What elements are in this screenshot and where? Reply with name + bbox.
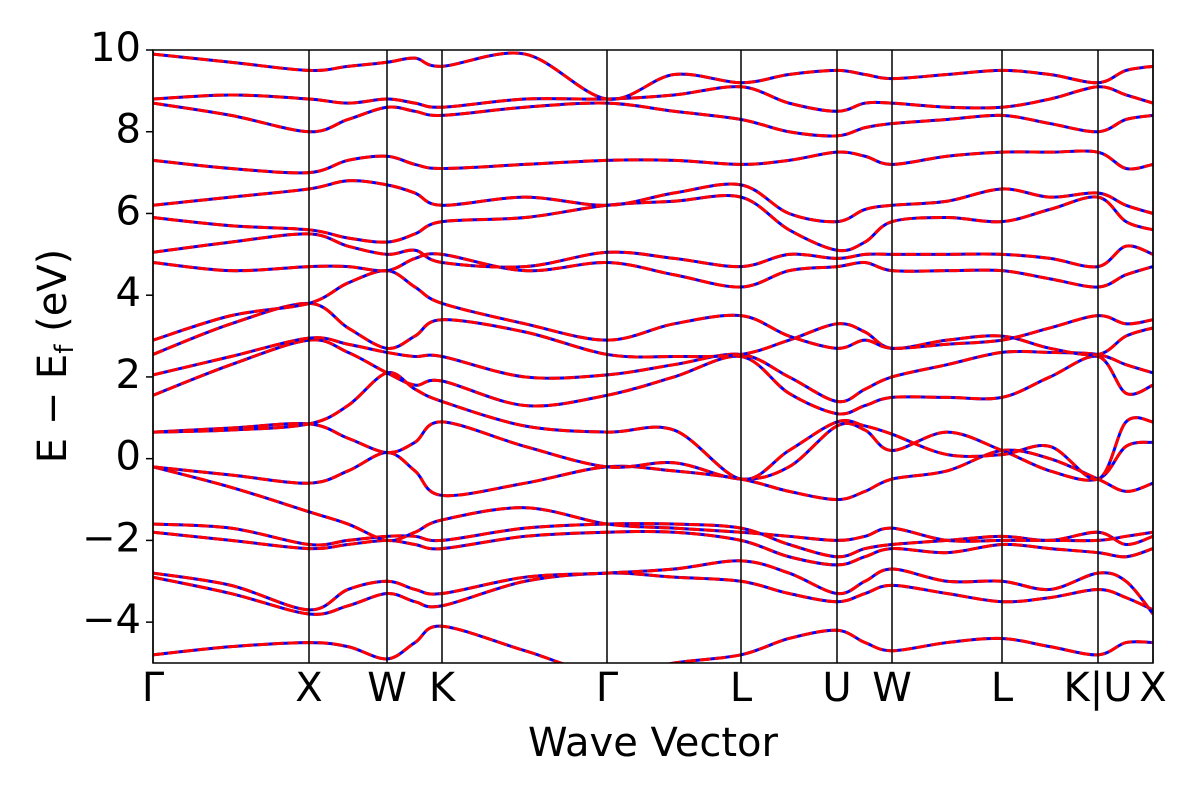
- band-line-dashed: [153, 624, 1153, 663]
- band-line: [153, 465, 1153, 543]
- band-line-dashed: [153, 51, 1153, 101]
- band-line-dashed: [153, 371, 1153, 481]
- plot-frame: [152, 49, 1154, 664]
- band-line: [153, 51, 1153, 101]
- x-tick-label: L: [991, 665, 1014, 711]
- x-tick-label: K|U: [1064, 665, 1133, 711]
- band-line-dashed: [153, 301, 1153, 359]
- band-line-dashed: [153, 85, 1153, 113]
- x-tick-label: Γ: [142, 665, 165, 711]
- x-tick-label: X: [1139, 665, 1166, 711]
- y-tick-label: −4: [82, 597, 141, 643]
- x-tick-label: Γ: [596, 665, 619, 711]
- x-tick-label: U: [822, 665, 851, 711]
- band-line: [153, 194, 1153, 253]
- x-tick-label: W: [367, 665, 407, 711]
- band-line: [153, 149, 1153, 175]
- band-line-dashed: [153, 420, 1153, 482]
- y-label-main: E − E: [30, 354, 76, 464]
- x-tick-label: K: [429, 665, 457, 711]
- band-line-dashed: [153, 232, 1153, 269]
- x-axis-label: Wave Vector: [528, 720, 779, 766]
- y-tick-label: 2: [116, 352, 141, 398]
- band-line-dashed: [153, 522, 1153, 559]
- band-line: [153, 559, 1153, 615]
- y-tick-label: −2: [82, 515, 141, 561]
- band-line-dashed: [153, 559, 1153, 615]
- x-tick-label: W: [872, 665, 912, 711]
- band-line-dashed: [153, 179, 1153, 224]
- band-line-dashed: [153, 448, 1153, 502]
- band-line-dashed: [153, 252, 1153, 289]
- bands: [153, 51, 1153, 663]
- y-tick-label: 8: [116, 107, 141, 153]
- band-line: [153, 336, 1153, 404]
- band-line-dashed: [153, 338, 1153, 416]
- y-tick-label: 0: [116, 434, 141, 480]
- y-axis-label: E − Ef (eV): [30, 249, 80, 464]
- band-line: [153, 448, 1153, 502]
- y-tick-label: 4: [116, 270, 141, 316]
- y-tick-label: 6: [116, 188, 141, 234]
- y-tick-label: 10: [90, 25, 141, 71]
- band-line-dashed: [153, 194, 1153, 253]
- band-line-dashed: [153, 571, 1153, 616]
- x-tick-label: L: [730, 665, 753, 711]
- band-line-dashed: [153, 269, 1153, 350]
- band-line-dashed: [153, 529, 1153, 567]
- y-label-unit: (eV): [30, 249, 76, 345]
- band-line-dashed: [153, 149, 1153, 175]
- band-line-dashed: [153, 101, 1153, 138]
- x-tick-label: X: [295, 665, 322, 711]
- band-line: [153, 232, 1153, 269]
- y-label-sub: f: [50, 344, 80, 354]
